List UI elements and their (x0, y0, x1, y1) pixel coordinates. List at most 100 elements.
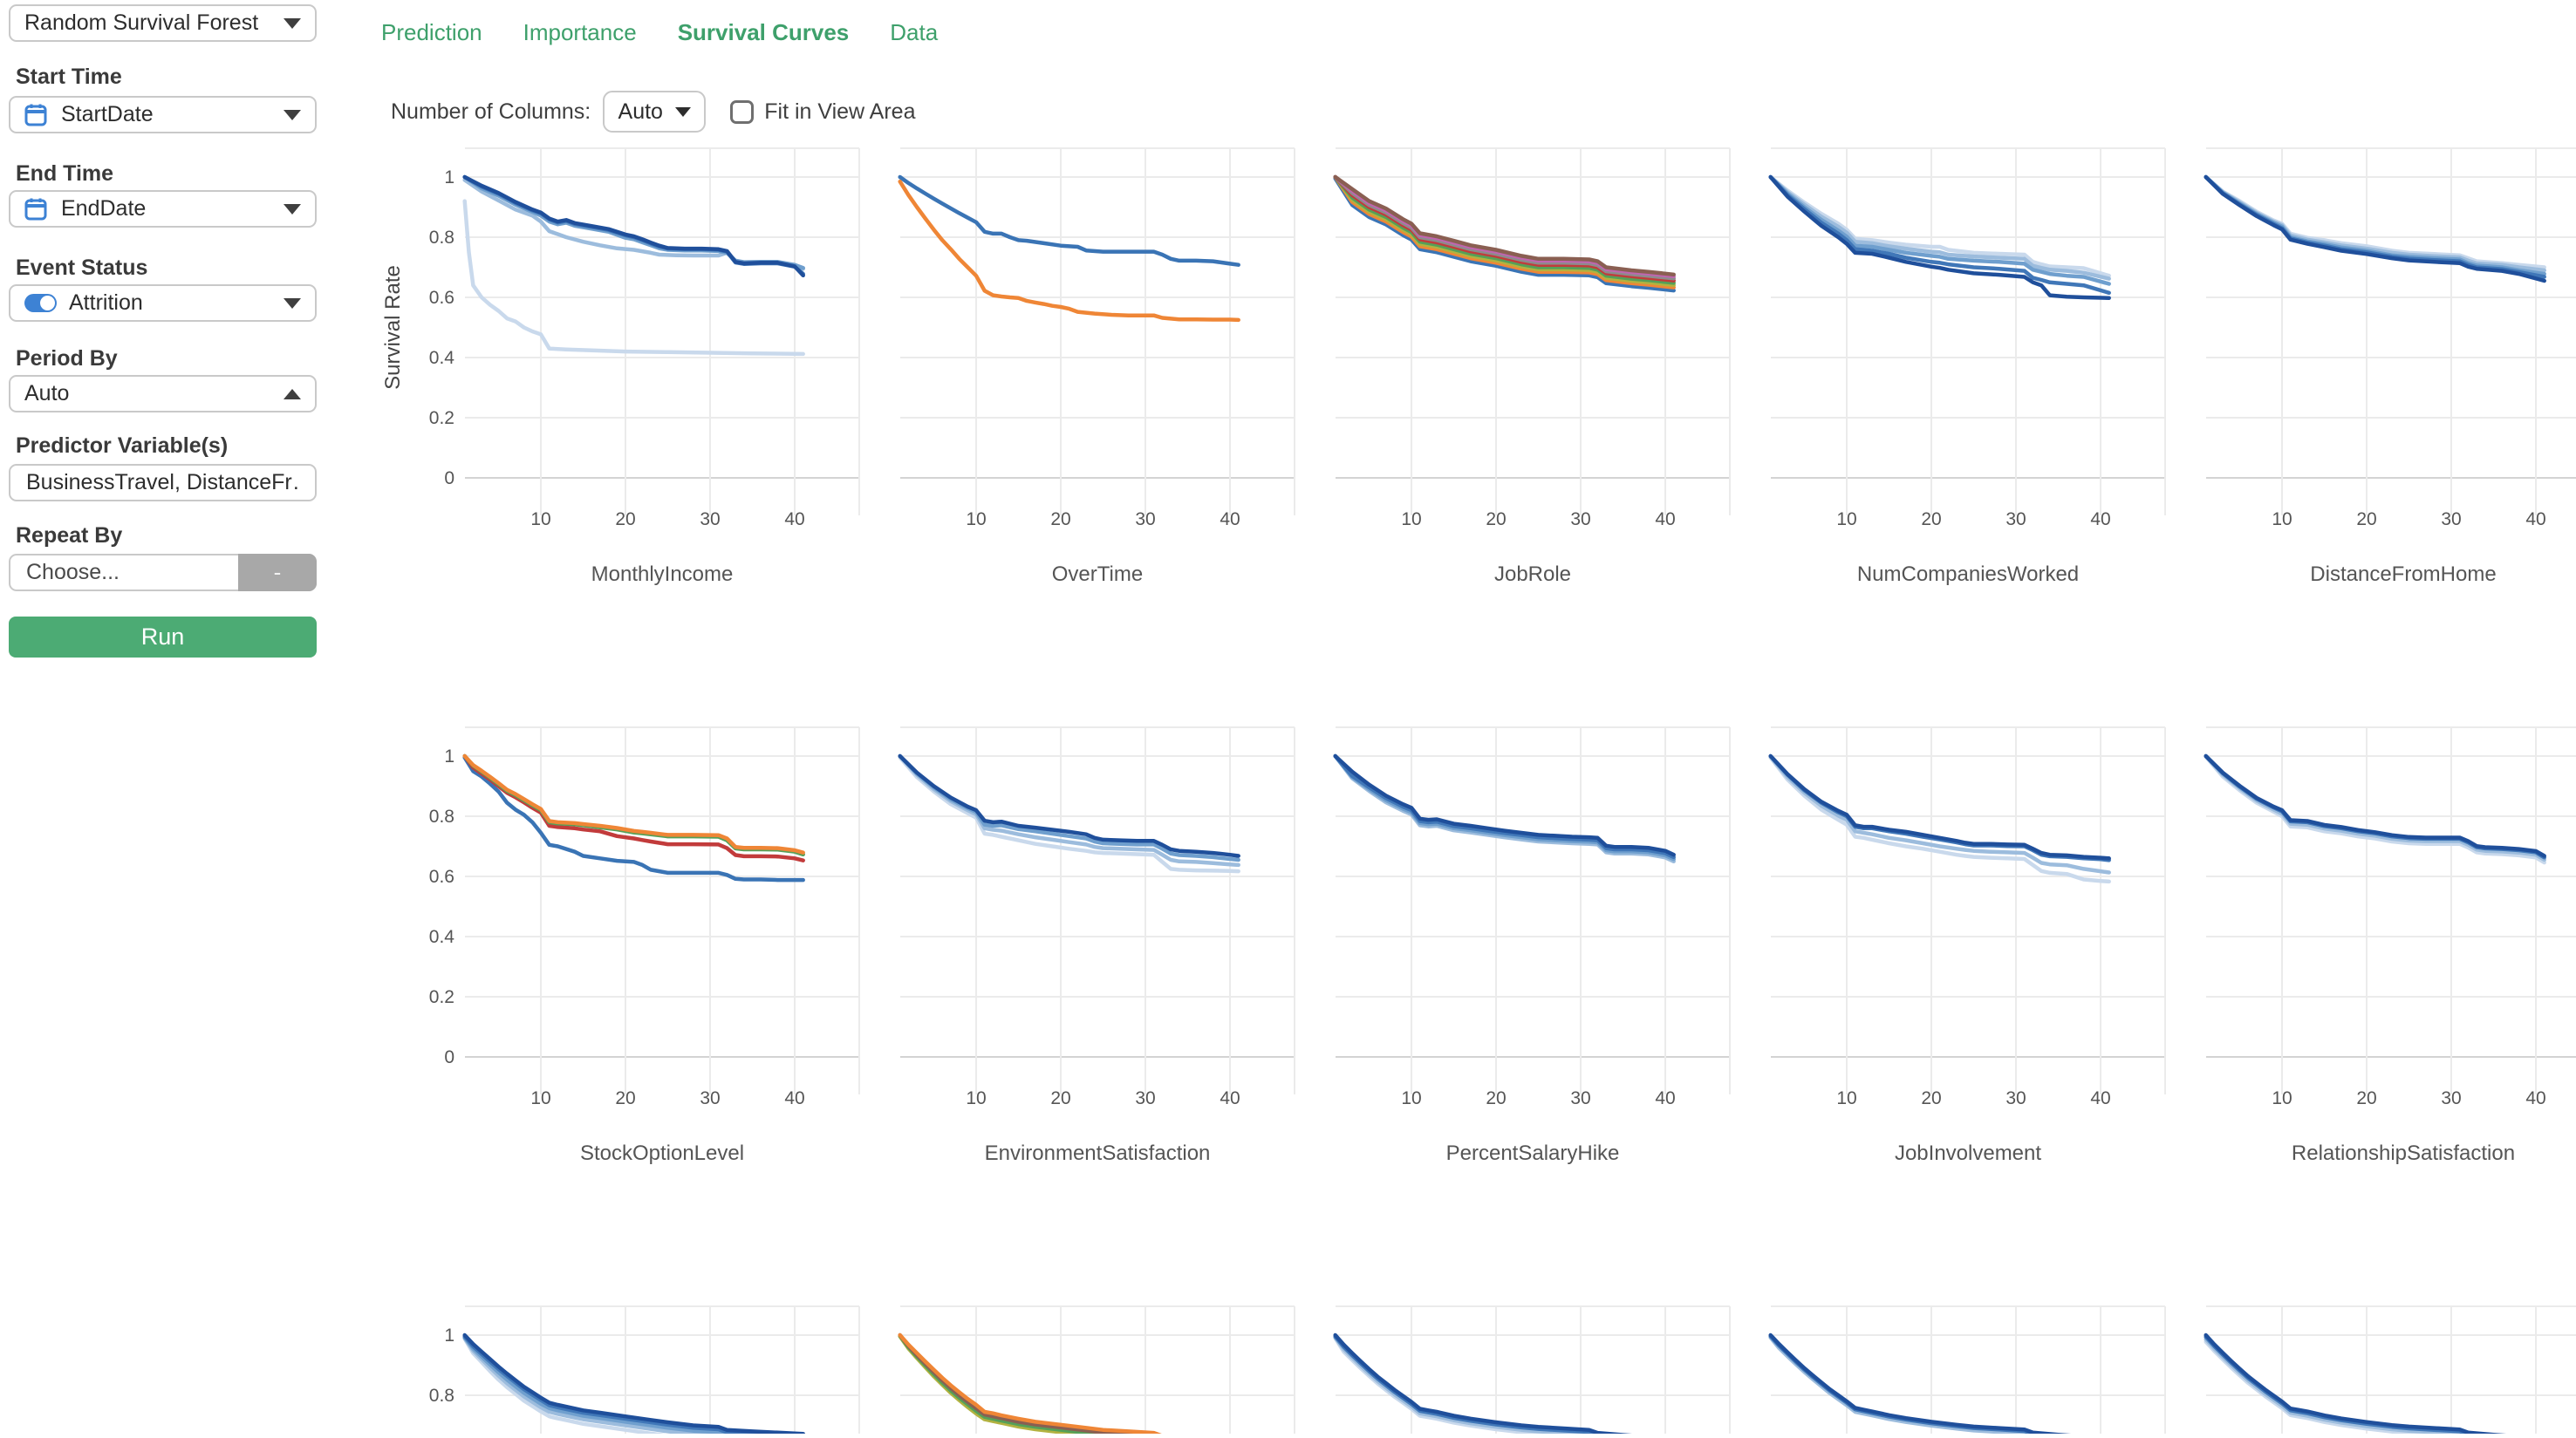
survival-curve (2204, 753, 2546, 858)
survival-curve (1768, 1332, 2111, 1438)
y-tick-label: 1 (444, 746, 454, 767)
model-select[interactable]: Random Survival Forest (9, 4, 317, 42)
survival-curve (1768, 174, 2111, 296)
x-tick-label: 20 (1921, 1088, 1941, 1108)
y-tick-label: 0.4 (429, 348, 455, 368)
event-status-select[interactable]: Attrition (9, 284, 317, 322)
facet-StockOptionLevel: 10 20 30 40 0 0.2 0.4 0.6 0.8 1 StockOptionLevel (429, 726, 860, 1165)
x-tick-label: 10 (966, 509, 986, 529)
survival-curve (462, 178, 805, 271)
x-tick-label: 40 (2525, 1088, 2545, 1108)
survival-curve (462, 174, 805, 276)
tab-data[interactable]: Data (890, 19, 939, 45)
survival-curve (1768, 174, 2111, 300)
survival-curve (1768, 1334, 2108, 1438)
tab-survival-curves[interactable]: Survival Curves (677, 19, 850, 45)
survival-curve (898, 179, 1240, 323)
x-tick-label: 30 (1135, 1088, 1155, 1108)
facet-OverTime: 10 20 30 40 OverTime (898, 147, 1295, 586)
repeat-by-clear-button[interactable]: - (238, 554, 317, 591)
facet-title: PercentSalaryHike (1446, 1142, 1620, 1165)
chevron-down-icon (674, 106, 691, 117)
survival-curve (462, 174, 805, 270)
x-tick-label: 40 (1220, 509, 1240, 529)
x-tick-label: 30 (1570, 509, 1590, 529)
x-tick-label: 10 (2272, 1088, 2292, 1108)
y-tick-label: 0 (444, 1047, 454, 1067)
y-tick-label: 0.2 (429, 987, 454, 1007)
chevron-down-icon (284, 297, 301, 309)
x-tick-label: 10 (1401, 509, 1421, 529)
tabs: Prediction Importance Survival Curves Da… (381, 19, 938, 46)
calendar-icon (24, 103, 47, 126)
survival-curve (1768, 174, 2111, 281)
y-tick-label: 0.6 (429, 288, 454, 308)
facet-title: EnvironmentSatisfaction (985, 1142, 1211, 1165)
chart-controls: Number of Columns: Auto Fit in View Area (391, 91, 915, 133)
facet-EnvironmentSatisfaction: 10 20 30 40 EnvironmentSatisfaction (898, 726, 1295, 1165)
y-tick-label: 0 (444, 468, 454, 488)
x-tick-label: 20 (1050, 1088, 1070, 1108)
x-tick-label: 20 (1921, 509, 1941, 529)
x-tick-label: 30 (1135, 509, 1155, 529)
survival-curve (2204, 174, 2546, 276)
repeat-by-input[interactable] (24, 559, 228, 586)
number-of-columns-select[interactable]: Auto (603, 91, 707, 133)
x-tick-label: 40 (784, 1088, 804, 1108)
x-tick-label: 40 (784, 509, 804, 529)
predictor-field-wrap (9, 464, 317, 501)
chevron-down-icon (284, 17, 301, 29)
survival-curve (462, 753, 805, 855)
end-time-select[interactable]: EndDate (9, 190, 317, 228)
fit-in-view-label: Fit in View Area (764, 99, 916, 124)
survival-curve (462, 199, 805, 357)
x-tick-label: 30 (1570, 1088, 1590, 1108)
sidebar: Random Survival Forest Start Time StartD… (0, 0, 330, 1434)
tab-prediction[interactable]: Prediction (381, 19, 482, 45)
facet-JobInvolvement: 10 20 30 40 JobInvolvement (1768, 726, 2166, 1165)
survival-curve (2204, 753, 2546, 860)
y-tick-label: 0.8 (429, 1386, 454, 1406)
event-status-label: Event Status (16, 256, 148, 280)
facet-RelationshipSatisfaction: 10 20 30 40 RelationshipSatisfaction (2204, 726, 2576, 1165)
survival-curve (462, 174, 805, 278)
survival-curve (1333, 176, 1676, 293)
x-tick-label: 20 (2356, 509, 2376, 529)
run-button[interactable]: Run (9, 617, 317, 658)
x-tick-label: 40 (2525, 509, 2545, 529)
start-time-select[interactable]: StartDate (9, 96, 317, 133)
x-tick-label: 40 (1655, 1088, 1675, 1108)
survival-curve (898, 753, 1240, 858)
survival-curve (1768, 755, 2111, 884)
survival-curve (1333, 753, 1676, 857)
x-tick-label: 30 (2005, 509, 2026, 529)
survival-curve (462, 755, 805, 883)
x-tick-label: 10 (530, 509, 550, 529)
x-tick-label: 20 (1486, 1088, 1506, 1108)
facet-title: DistanceFromHome (2310, 562, 2496, 586)
y-tick-label: 0.2 (429, 408, 454, 428)
fit-in-view-checkbox[interactable] (730, 99, 755, 124)
survival-curve (1333, 174, 1676, 285)
y-tick-label: 1 (444, 167, 454, 187)
y-tick-label: 0.8 (429, 228, 454, 248)
facet-PercentSalaryHike: 10 20 30 40 PercentSalaryHike (1333, 726, 1731, 1165)
y-tick-label: 0.4 (429, 927, 455, 947)
predictor-input[interactable] (24, 469, 301, 496)
tab-importance[interactable]: Importance (523, 19, 637, 45)
x-tick-label: 10 (966, 1088, 986, 1108)
x-tick-label: 10 (1401, 1088, 1421, 1108)
survival-curve (2204, 753, 2546, 862)
survival-curve (462, 1336, 711, 1438)
period-by-label: Period By (16, 346, 118, 371)
survival-curve (1333, 753, 1676, 860)
y-tick-label: 0.8 (429, 807, 454, 827)
x-tick-label: 20 (1050, 509, 1070, 529)
survival-curve (462, 1332, 805, 1436)
survival-curve (898, 753, 1240, 862)
period-by-select[interactable]: Auto (9, 375, 317, 412)
